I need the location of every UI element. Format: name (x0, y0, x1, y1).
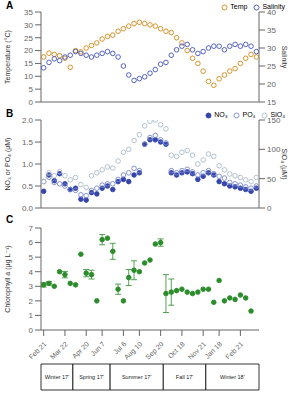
svg-text:SiO₄ (μM): SiO₄ (μM) (280, 149, 284, 180)
svg-text:Feb 21: Feb 21 (27, 340, 47, 360)
html-text:SiO₄: SiO₄ (270, 111, 285, 118)
svg-text:Jun 7: Jun 7 (89, 340, 106, 357)
svg-text:Winter 18': Winter 18' (220, 374, 245, 380)
svg-text:30: 30 (24, 21, 33, 30)
svg-text:Jan 18: Jan 18 (203, 340, 223, 360)
svg-text:7: 7 (29, 224, 34, 233)
svg-text:35: 35 (267, 26, 276, 35)
svg-text:15: 15 (24, 59, 33, 68)
svg-text:0: 0 (29, 98, 34, 107)
svg-text:20: 20 (24, 46, 33, 55)
svg-text:30: 30 (267, 44, 276, 53)
svg-text:Spring 17': Spring 17' (79, 374, 104, 380)
svg-text:10: 10 (24, 72, 33, 81)
html-text:Salinity: Salinity (262, 3, 285, 10)
svg-text:Feb 21: Feb 21 (224, 340, 244, 360)
svg-text:4: 4 (29, 268, 34, 277)
svg-text:35: 35 (24, 8, 33, 17)
html-text:C: C (6, 214, 14, 225)
svg-text:NO₃ or PO₄ (μM): NO₃ or PO₄ (μM) (8, 138, 12, 191)
svg-text:150: 150 (267, 116, 281, 125)
svg-text:40: 40 (267, 8, 276, 17)
svg-text:3: 3 (29, 282, 34, 291)
svg-text:0: 0 (29, 326, 34, 335)
svg-text:5: 5 (29, 253, 34, 262)
svg-text:Temperature (°C): Temperature (°C) (8, 30, 12, 84)
svg-text:5: 5 (29, 85, 34, 94)
html-text:A: A (6, 0, 14, 11)
svg-text:Apr 20: Apr 20 (71, 340, 91, 360)
svg-text:Chlorophyll a (μg L⁻¹): Chlorophyll a (μg L⁻¹) (8, 245, 12, 312)
svg-text:Mar 22: Mar 22 (49, 340, 69, 360)
svg-text:Aug 10: Aug 10 (123, 340, 144, 361)
svg-text:2: 2 (29, 297, 34, 306)
svg-text:Summer 17': Summer 17' (122, 374, 151, 380)
svg-text:25: 25 (24, 34, 33, 43)
svg-text:15: 15 (267, 98, 276, 107)
svg-text:2.0: 2.0 (22, 116, 34, 125)
svg-text:0: 0 (267, 204, 272, 213)
svg-text:6: 6 (29, 238, 34, 247)
html-text:NO₃: NO₃ (214, 111, 228, 118)
svg-text:Salinity: Salinity (280, 46, 284, 69)
html-text:PO₄: PO₄ (242, 111, 256, 118)
svg-text:Fall 17': Fall 17' (176, 374, 194, 380)
svg-text:Oct 18: Oct 18 (166, 340, 186, 360)
svg-text:0.0: 0.0 (22, 204, 34, 213)
svg-text:100: 100 (267, 145, 281, 154)
svg-text:Jul 6: Jul 6 (112, 340, 128, 356)
svg-text:1.5: 1.5 (22, 138, 34, 147)
svg-text:0.5: 0.5 (22, 182, 34, 191)
html-text:B: B (6, 108, 14, 119)
svg-text:Nov 21: Nov 21 (187, 340, 208, 361)
svg-text:25: 25 (267, 62, 276, 71)
svg-text:1.0: 1.0 (22, 160, 34, 169)
svg-text:Sep 20: Sep 20 (144, 340, 165, 361)
svg-text:Winter 17': Winter 17' (45, 374, 70, 380)
svg-text:50: 50 (267, 175, 276, 184)
svg-text:1: 1 (29, 311, 34, 320)
html-text:Temp: Temp (230, 3, 248, 10)
svg-text:20: 20 (267, 80, 276, 89)
